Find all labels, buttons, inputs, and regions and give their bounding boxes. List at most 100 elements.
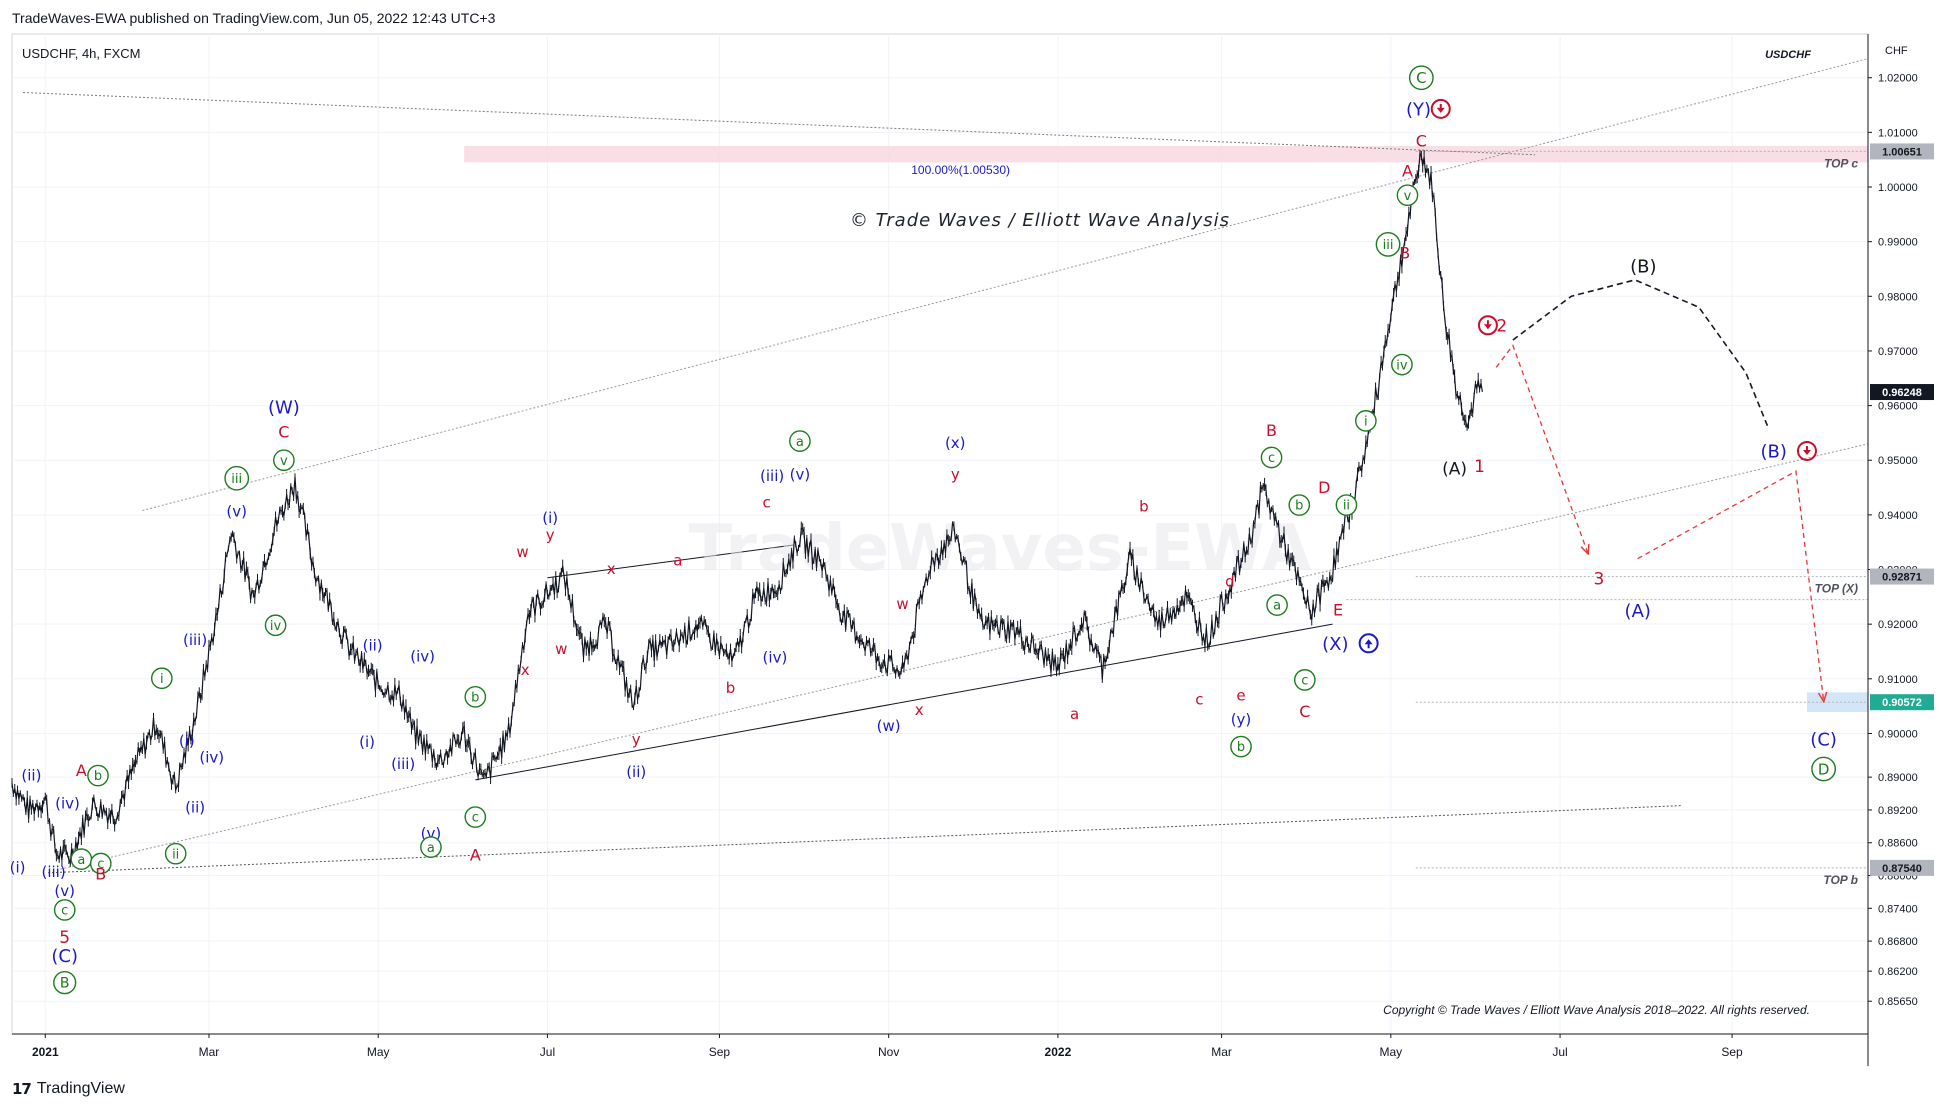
wave-label: A [470, 846, 481, 865]
arrow-head [1802, 449, 1811, 455]
wave-label: (w) [877, 717, 901, 735]
chart-pane[interactable] [11, 33, 1869, 1035]
wave-label: a [796, 435, 804, 450]
wave-label-circle [150, 667, 173, 690]
tradingview-logo-icon: 𝟭𝟳 [12, 1081, 32, 1098]
x-tick-label: 2021 [32, 1045, 59, 1059]
wave-label: (iv) [199, 748, 224, 766]
wave-label: (ii) [21, 766, 41, 784]
wave-label: (v) [226, 502, 247, 520]
y-tick-label: 1.00000 [1878, 182, 1918, 194]
price-series [11, 149, 1483, 867]
projection-path [1637, 470, 1824, 701]
price-tag-bg [1870, 384, 1934, 401]
price-tag-bg [1870, 143, 1934, 160]
wave-label: (iv) [763, 648, 788, 666]
wave-label-circle [224, 465, 250, 491]
y-tick-label: 0.90000 [1878, 728, 1918, 740]
grid-lines [12, 34, 1868, 1034]
wave-label-circle [53, 971, 77, 995]
price-tag-bg [1870, 694, 1934, 711]
wave-label: (ii) [185, 799, 205, 817]
wave-label: B [60, 976, 70, 992]
x-axis[interactable]: 2021 Mar May Jul Sep Nov 2022 Mar May Jul Sep [32, 1034, 1743, 1059]
wave-label: C [1416, 131, 1427, 150]
wave-label: (C) [1810, 729, 1837, 750]
wave-label: (iv) [55, 794, 80, 812]
wave-label-circle [264, 614, 287, 637]
wave-label: x [915, 701, 924, 719]
up-arrow-icon [1358, 633, 1379, 654]
wave-label-circle [1811, 756, 1837, 782]
wave-label: 5 [59, 928, 70, 948]
wave-label: iii [1383, 238, 1394, 253]
wave-label: v [280, 454, 288, 469]
wave-label-circle [89, 852, 112, 875]
wave-label: a [77, 853, 85, 868]
y-axis[interactable]: 1.02000 1.01000 1.00000 0.99000 0.98000 0.970… [1868, 73, 1918, 1008]
wave-label: 3 [1593, 569, 1604, 589]
wave-label: C [1299, 702, 1310, 721]
wave-label: i [1364, 415, 1368, 430]
wave-label: C [1416, 69, 1426, 87]
y-tick-label: 0.96000 [1878, 401, 1918, 413]
trend-lines [23, 58, 1869, 874]
wave-label-circle [1408, 65, 1434, 91]
price-tag-label: 0.87540 [1882, 863, 1922, 875]
wave-label: (B) [1630, 257, 1656, 278]
wave-label: i [160, 672, 164, 687]
trend-line [142, 58, 1869, 511]
y-tick-label: 0.92000 [1878, 619, 1918, 631]
wave-label: (ii) [626, 763, 646, 781]
price-tag-label: 0.92871 [1882, 572, 1922, 584]
x-tick-label: Jul [1552, 1045, 1567, 1059]
wave-label: a [673, 552, 682, 570]
y-tick-label: 0.95000 [1878, 455, 1918, 467]
wave-label: iv [1396, 358, 1408, 373]
tradingview-logo[interactable]: 𝟭𝟳 TradingView [12, 1080, 125, 1098]
wave-label: w [555, 640, 567, 658]
level-name: TOP (X) [1815, 582, 1858, 596]
wave-label: 1 [1474, 457, 1485, 477]
x-tick-label: Mar [1211, 1045, 1232, 1059]
y-tick-label: 0.86800 [1878, 936, 1918, 948]
wave-label: ii [172, 847, 179, 862]
wave-label: (A) [1625, 601, 1651, 622]
fib-level-label: 100.00%(1.00530) [911, 163, 1010, 177]
x-tick-label: Jul [540, 1045, 555, 1059]
wave-label: w [516, 543, 528, 561]
y-tick-label: 0.88600 [1878, 838, 1918, 850]
level-name: TOP c [1824, 156, 1858, 170]
wave-label: (v) [54, 882, 75, 900]
wave-label: A [1402, 161, 1413, 180]
x-tick-label: May [367, 1045, 390, 1059]
wave-label: iv [270, 619, 282, 634]
wave-label: (x) [945, 434, 966, 452]
down-arrow-icon [1477, 315, 1498, 336]
wave-label: D [1818, 760, 1830, 778]
wave-label: c [97, 857, 104, 872]
wave-label: ii [1343, 499, 1350, 514]
wave-label: B [1399, 243, 1410, 262]
wave-label-circle [1288, 494, 1311, 516]
wave-label: d [1225, 572, 1235, 590]
publisher-header: TradeWaves-EWA published on TradingView.… [12, 10, 496, 26]
copyright-note: Copyright © Trade Waves / Elliott Wave A… [1383, 1003, 1810, 1017]
currency-label: CHF [1885, 45, 1908, 57]
wave-label: a [1070, 705, 1079, 723]
wave-label: b [1295, 499, 1303, 514]
x-tick-label: Sep [1721, 1045, 1743, 1059]
projection-paths [1495, 279, 1824, 701]
wave-label: (iii) [760, 467, 784, 485]
wave-label: v [1404, 189, 1412, 204]
wave-label: 2 [1496, 316, 1507, 336]
wave-label: (i) [179, 732, 195, 750]
wave-label: e [1236, 687, 1245, 705]
wave-label-circle [1396, 184, 1419, 207]
wave-label: (i) [10, 859, 26, 877]
price-line [11, 151, 1483, 865]
wave-label: iii [231, 472, 242, 487]
wave-label-circle [1230, 735, 1252, 758]
fib-zone [464, 146, 1869, 163]
